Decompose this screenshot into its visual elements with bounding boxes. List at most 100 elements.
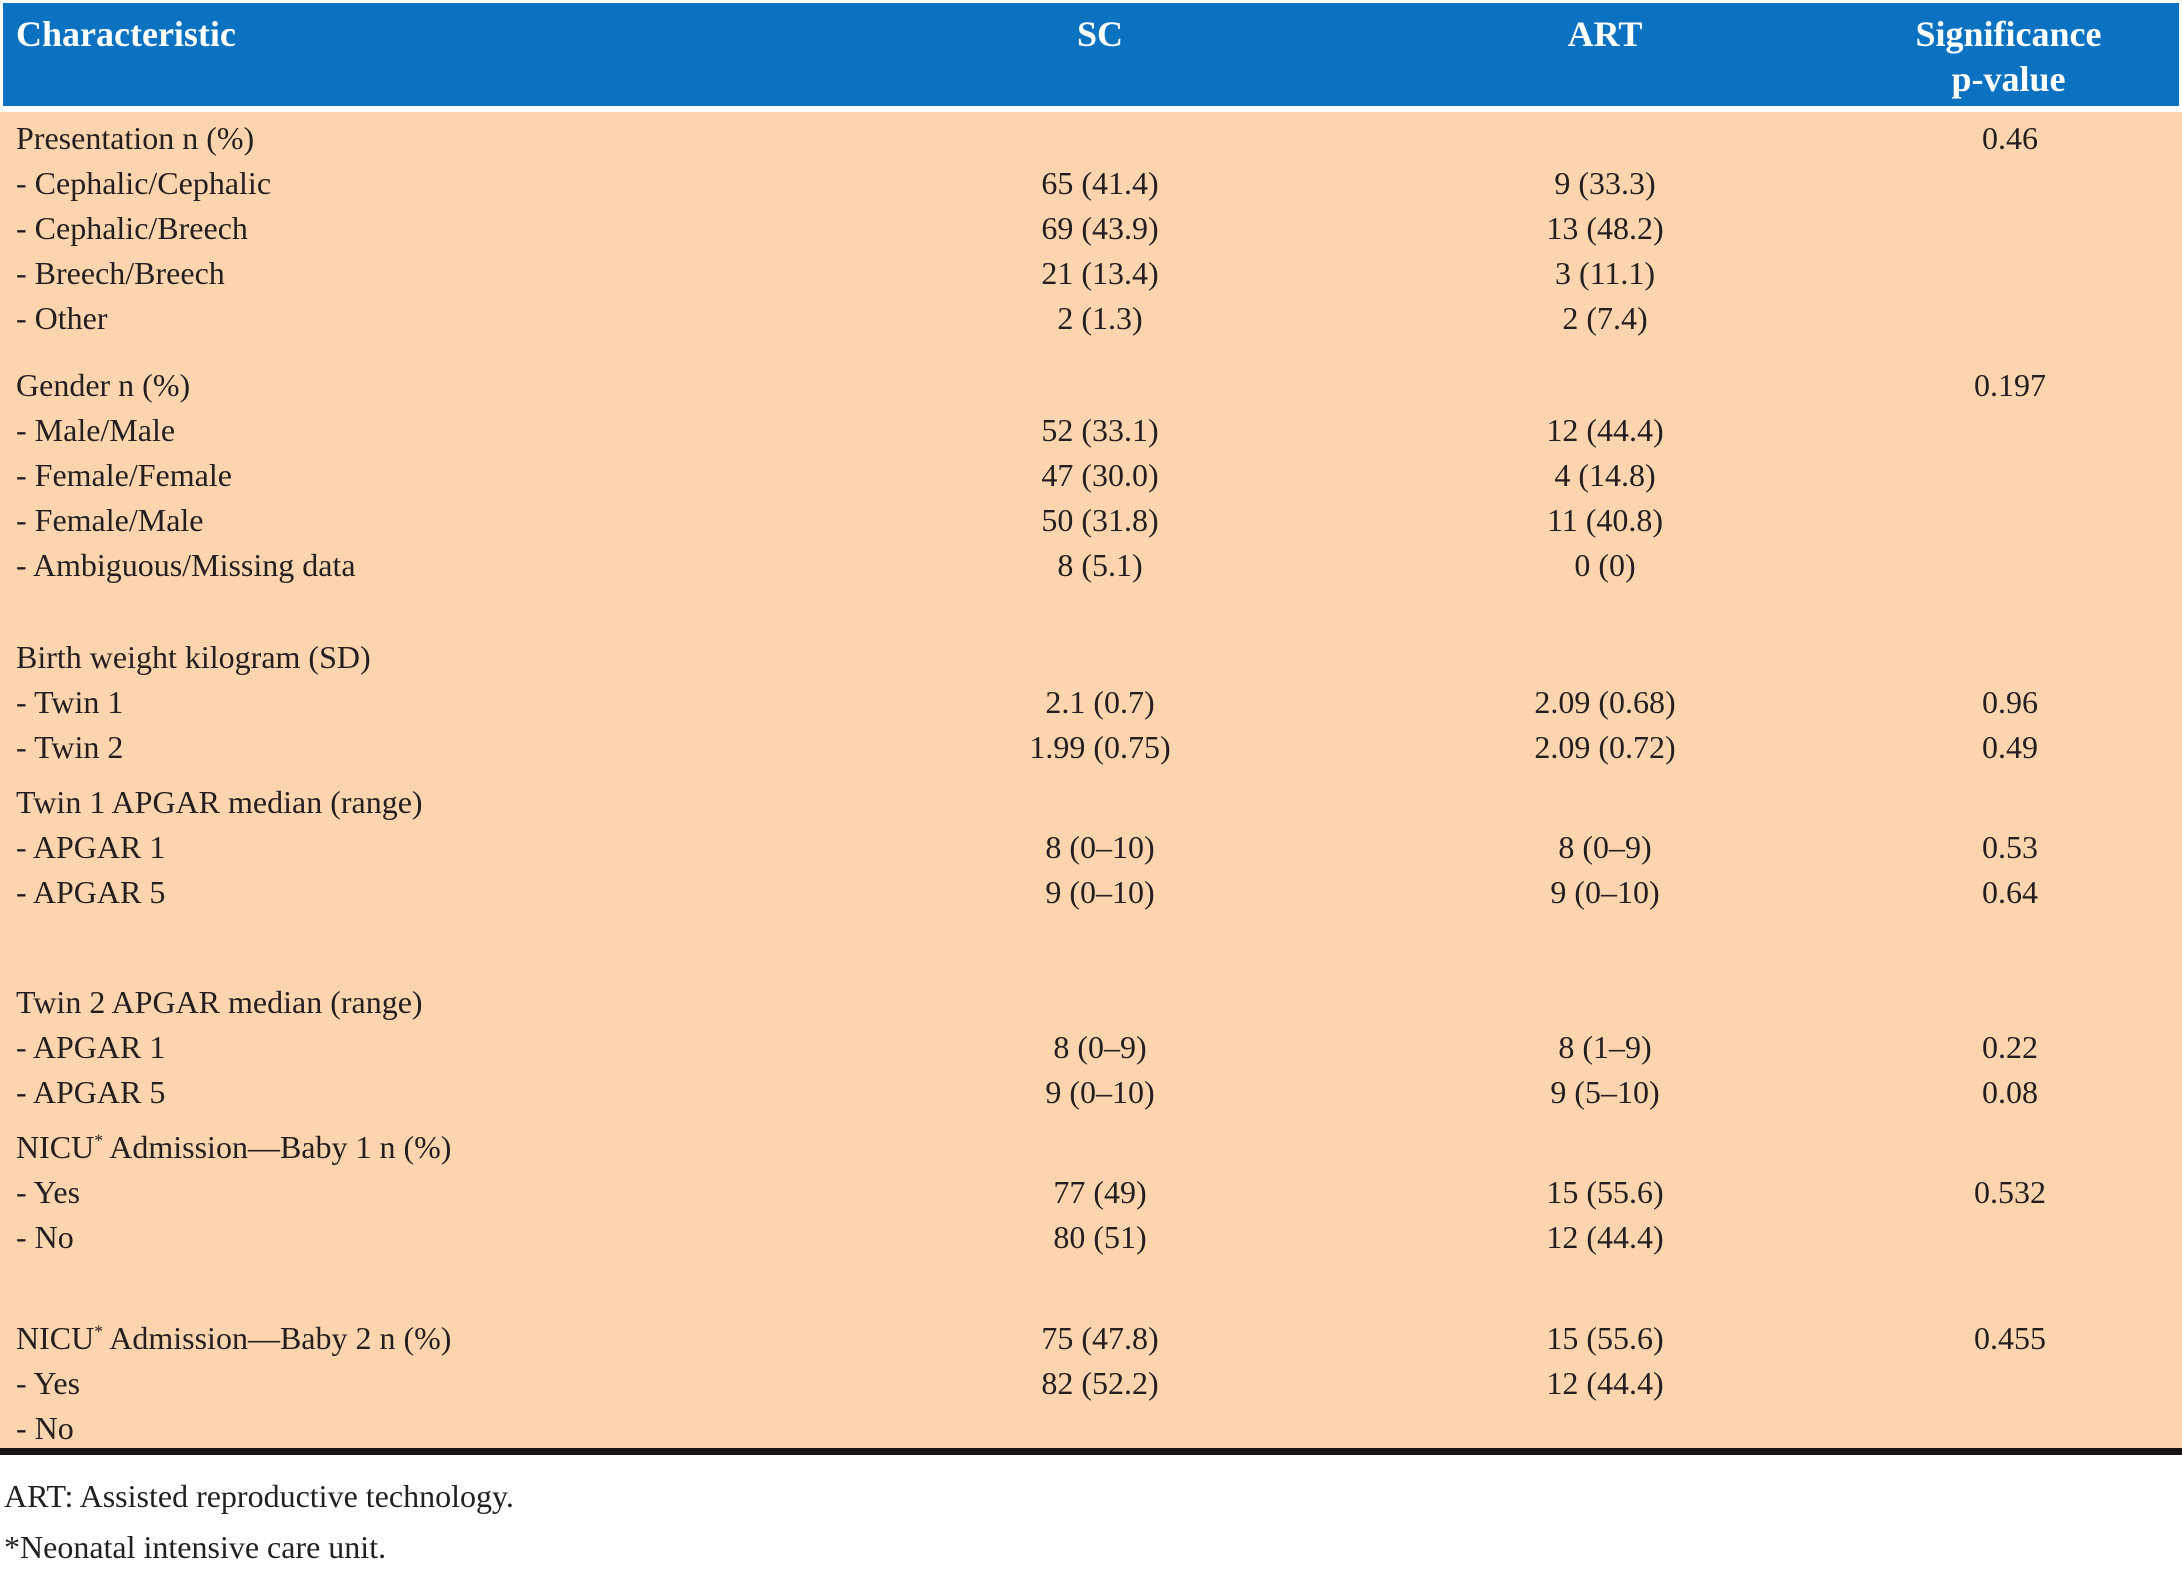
art-value-cell: 4 (14.8): [1554, 457, 1656, 493]
art-value-cell: 13 (48.2): [1546, 210, 1664, 246]
characteristic-text-rest: Admission—Baby 1 n (%): [103, 1129, 452, 1165]
characteristic-text: - Cephalic/Cephalic: [16, 165, 272, 201]
art-value-cell: 2 (7.4): [1562, 300, 1648, 336]
art-value-cell: 0 (0): [1574, 547, 1636, 583]
characteristic-cell: NICU* Admission—Baby 2 n (%): [0, 1320, 780, 1357]
characteristic-cell: - Male/Male: [0, 412, 780, 449]
footnote-marker: *: [94, 1321, 104, 1342]
sc-value-cell: 8 (0–10): [1045, 829, 1155, 865]
p-value-cell: 0.08: [1982, 1074, 2038, 1110]
sc-value-cell: 77 (49): [1053, 1174, 1147, 1210]
table-row: - Other 2 (1.3) 2 (7.4): [0, 296, 2182, 341]
characteristic-cell: Twin 1 APGAR median (range): [0, 784, 780, 821]
table-row: - APGAR 5 9 (0–10) 9 (5–10) 0.08: [0, 1070, 2182, 1115]
table-row: - Yes 77 (49) 15 (55.6) 0.532: [0, 1170, 2182, 1215]
art-value-cell: 2.09 (0.68): [1534, 684, 1676, 720]
table-row: - No: [0, 1406, 2182, 1451]
characteristic-cell: - Twin 1: [0, 684, 780, 721]
sc-value-cell: 9 (0–10): [1045, 1074, 1155, 1110]
art-value-cell: 9 (33.3): [1554, 165, 1656, 201]
characteristic-cell: - No: [0, 1219, 780, 1256]
sc-value-cell: 21 (13.4): [1041, 255, 1159, 291]
column-header-art: ART: [1567, 14, 1643, 54]
p-value-cell: 0.64: [1982, 874, 2038, 910]
characteristic-cell: Gender n (%): [0, 367, 780, 404]
section-nicu-baby1: NICU* Admission—Baby 1 n (%) - Yes 77 (49)…: [0, 1125, 2182, 1260]
table-row: - Female/Male 50 (31.8) 11 (40.8): [0, 498, 2182, 543]
footnote-art: ART: Assisted reproductive technology.: [4, 1478, 514, 1514]
art-value-cell: 8 (1–9): [1558, 1029, 1652, 1065]
art-value-cell: 15 (55.6): [1546, 1320, 1664, 1356]
table-row: NICU* Admission—Baby 1 n (%): [0, 1125, 2182, 1170]
characteristic-text: - Female/Female: [16, 457, 232, 493]
characteristic-cell: - Yes: [0, 1174, 780, 1211]
table-row: NICU* Admission—Baby 2 n (%) 75 (47.8) 15 …: [0, 1316, 2182, 1361]
table-header-row: Characteristic SC ART Significance p-val…: [3, 3, 2179, 106]
characteristic-text: Birth weight kilogram (SD): [16, 639, 371, 675]
table-row: - Male/Male 52 (33.1) 12 (44.4): [0, 408, 2182, 453]
p-value-cell: 0.96: [1982, 684, 2038, 720]
art-value-cell: 12 (44.4): [1546, 1365, 1664, 1401]
characteristic-text: - Female/Male: [16, 502, 204, 538]
characteristic-text-rest: Admission—Baby 2 n (%): [103, 1320, 452, 1356]
table-footnotes: ART: Assisted reproductive technology. *…: [0, 1471, 2182, 1573]
characteristic-cell: Presentation n (%): [0, 120, 780, 157]
table-row: - Ambiguous/Missing data 8 (5.1) 0 (0): [0, 543, 2182, 588]
characteristic-cell: - Ambiguous/Missing data: [0, 547, 780, 584]
characteristic-cell: - Breech/Breech: [0, 255, 780, 292]
art-value-cell: 15 (55.6): [1546, 1174, 1664, 1210]
table-row: - Cephalic/Breech 69 (43.9) 13 (48.2): [0, 206, 2182, 251]
art-value-cell: 12 (44.4): [1546, 1219, 1664, 1255]
table-row: - Yes 82 (52.2) 12 (44.4): [0, 1361, 2182, 1406]
sc-value-cell: 9 (0–10): [1045, 874, 1155, 910]
art-value-cell: 8 (0–9): [1558, 829, 1652, 865]
art-value-cell: 9 (0–10): [1550, 874, 1660, 910]
sc-value-cell: 8 (5.1): [1057, 547, 1143, 583]
characteristic-text: NICU: [16, 1129, 95, 1165]
sc-value-cell: 80 (51): [1053, 1219, 1147, 1255]
table-row: - APGAR 1 8 (0–10) 8 (0–9) 0.53: [0, 825, 2182, 870]
characteristic-text: - Cephalic/Breech: [16, 210, 248, 246]
characteristic-text: - Yes: [16, 1365, 81, 1401]
characteristic-text: - No: [16, 1219, 74, 1255]
section-presentation: Presentation n (%) 0.46 - Cephalic/Cephali…: [0, 116, 2182, 341]
table-row: - Twin 1 2.1 (0.7) 2.09 (0.68) 0.96: [0, 680, 2182, 725]
significance-line2: p-value: [1951, 59, 2066, 99]
sc-value-cell: 75 (47.8): [1041, 1320, 1159, 1356]
art-value-cell: 12 (44.4): [1546, 412, 1664, 448]
table-row: Presentation n (%) 0.46: [0, 116, 2182, 161]
p-value-cell: 0.455: [1974, 1320, 2046, 1356]
sc-value-cell: 52 (33.1): [1041, 412, 1159, 448]
sc-value-cell: 8 (0–9): [1053, 1029, 1147, 1065]
p-value-cell: 0.532: [1974, 1174, 2046, 1210]
table-row: Gender n (%) 0.197: [0, 363, 2182, 408]
art-value-cell: 11 (40.8): [1546, 502, 1664, 538]
p-value-cell: 0.53: [1982, 829, 2038, 865]
characteristic-text: - APGAR 1: [16, 829, 166, 865]
characteristic-cell: - APGAR 1: [0, 1029, 780, 1066]
characteristic-text: - Breech/Breech: [16, 255, 225, 291]
characteristic-text: Presentation n (%): [16, 120, 255, 156]
table-row: - Breech/Breech 21 (13.4) 3 (11.1): [0, 251, 2182, 296]
sc-value-cell: 69 (43.9): [1041, 210, 1159, 246]
characteristic-text: - APGAR 1: [16, 1029, 166, 1065]
section-twin2-apgar: Twin 2 APGAR median (range) - APGAR 1 8 (0…: [0, 980, 2182, 1115]
characteristic-text: - APGAR 5: [16, 874, 166, 910]
table-row: Twin 2 APGAR median (range): [0, 980, 2182, 1025]
characteristic-text: Twin 2 APGAR median (range): [16, 984, 423, 1020]
characteristic-text: Twin 1 APGAR median (range): [16, 784, 423, 820]
p-value-cell: 0.197: [1974, 367, 2046, 403]
characteristic-cell: - Twin 2: [0, 729, 780, 766]
characteristic-text: - Other: [16, 300, 108, 336]
table-row: - No 80 (51) 12 (44.4): [0, 1215, 2182, 1260]
characteristic-cell: Twin 2 APGAR median (range): [0, 984, 780, 1021]
characteristic-text: - Ambiguous/Missing data: [16, 547, 356, 583]
footnote-nicu: *Neonatal intensive care unit.: [4, 1529, 387, 1565]
characteristic-text: - Twin 1: [16, 684, 124, 720]
characteristic-text: - APGAR 5: [16, 1074, 166, 1110]
characteristic-text: NICU: [16, 1320, 95, 1356]
characteristic-cell: Birth weight kilogram (SD): [0, 639, 780, 676]
characteristic-cell: - Female/Female: [0, 457, 780, 494]
sc-value-cell: 82 (52.2): [1041, 1365, 1159, 1401]
